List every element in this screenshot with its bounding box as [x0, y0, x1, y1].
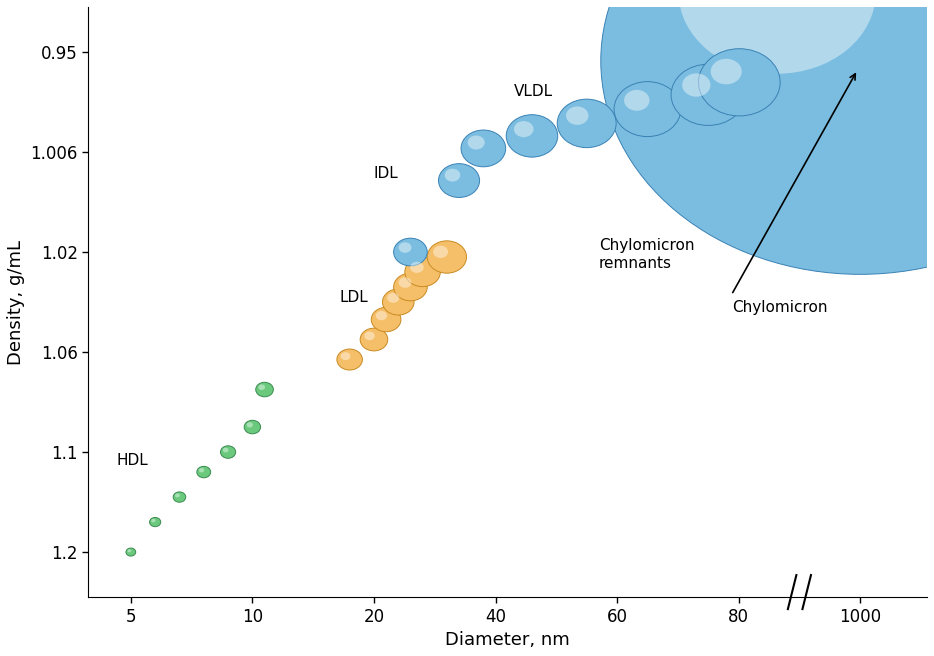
Circle shape — [127, 549, 131, 552]
Circle shape — [445, 169, 460, 182]
Circle shape — [438, 163, 479, 197]
Circle shape — [671, 64, 745, 125]
Circle shape — [364, 331, 375, 340]
Circle shape — [372, 307, 401, 332]
Circle shape — [223, 447, 229, 453]
Text: HDL: HDL — [116, 453, 148, 468]
Circle shape — [337, 349, 362, 370]
Circle shape — [506, 115, 558, 157]
Circle shape — [624, 90, 649, 111]
Circle shape — [361, 328, 388, 351]
Circle shape — [388, 293, 399, 303]
Circle shape — [614, 81, 681, 136]
Circle shape — [259, 384, 265, 390]
Circle shape — [711, 59, 742, 85]
Circle shape — [679, 0, 876, 73]
Circle shape — [682, 73, 711, 96]
Circle shape — [256, 382, 274, 397]
Circle shape — [341, 352, 350, 360]
Circle shape — [244, 420, 261, 434]
Circle shape — [514, 121, 533, 137]
Circle shape — [427, 241, 466, 273]
Circle shape — [399, 242, 412, 253]
Circle shape — [375, 311, 387, 320]
Circle shape — [126, 548, 135, 556]
Circle shape — [247, 422, 253, 428]
Circle shape — [393, 238, 427, 266]
Circle shape — [410, 262, 424, 273]
Circle shape — [468, 136, 485, 150]
Text: Chylomicron: Chylomicron — [732, 300, 828, 314]
Circle shape — [461, 130, 505, 167]
Circle shape — [220, 446, 235, 459]
Circle shape — [558, 99, 616, 148]
Circle shape — [197, 466, 211, 478]
Text: IDL: IDL — [374, 166, 399, 181]
Circle shape — [175, 493, 180, 497]
Y-axis label: Density, g/mL: Density, g/mL — [7, 239, 25, 365]
Text: VLDL: VLDL — [514, 84, 553, 99]
Text: LDL: LDL — [340, 289, 369, 304]
Circle shape — [399, 277, 412, 288]
Circle shape — [566, 106, 588, 125]
Circle shape — [173, 492, 186, 502]
X-axis label: Diameter, nm: Diameter, nm — [446, 631, 570, 649]
Circle shape — [382, 289, 414, 315]
Circle shape — [404, 257, 440, 287]
Circle shape — [151, 519, 155, 522]
Text: Chylomicron
remnants: Chylomicron remnants — [599, 237, 694, 272]
Circle shape — [149, 518, 161, 527]
Circle shape — [433, 246, 448, 258]
Circle shape — [393, 273, 427, 301]
Circle shape — [199, 468, 205, 472]
Circle shape — [601, 0, 934, 274]
Circle shape — [699, 49, 780, 116]
